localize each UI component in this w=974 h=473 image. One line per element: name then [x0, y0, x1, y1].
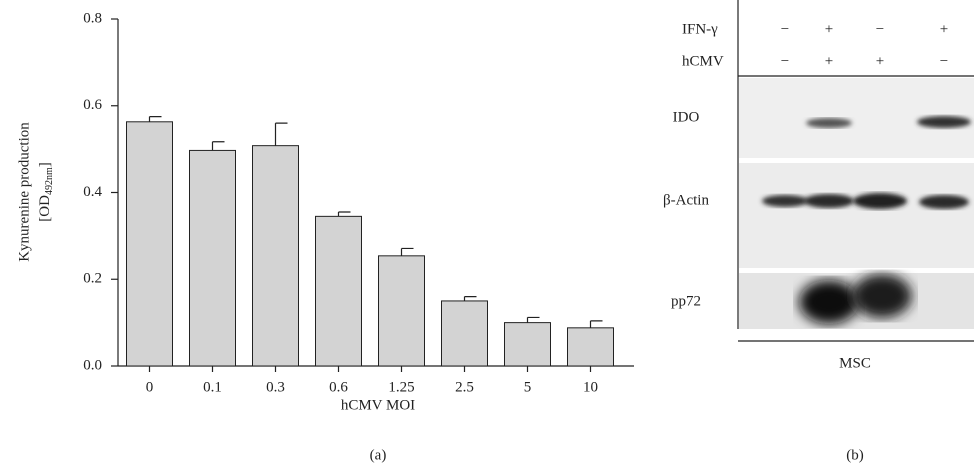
x-tick-label: 10: [583, 379, 598, 395]
error-bar: [211, 141, 225, 151]
y-tick-label: 0.6: [83, 97, 102, 113]
blot-panel: [739, 163, 974, 268]
lane-sign: −: [940, 53, 948, 69]
bar: [189, 149, 236, 367]
unit-part: [OD: [37, 195, 53, 222]
band: [853, 193, 907, 209]
bar: [252, 145, 299, 367]
x-axis-label: hCMV MOI: [341, 397, 415, 413]
x-tick-label: 5: [524, 379, 532, 395]
lane-sign: +: [825, 53, 833, 69]
row-label: IDO: [673, 109, 700, 125]
band: [799, 280, 859, 324]
y-axis-label: Kynurenine production: [16, 122, 32, 262]
y-tick-label: 0.8: [83, 10, 102, 26]
error-bar: [526, 316, 540, 323]
error-bar: [589, 320, 603, 328]
band: [917, 116, 971, 128]
condition-label: hCMV: [682, 53, 724, 69]
x-tick-label: 0.3: [266, 379, 285, 395]
bar: [504, 322, 551, 367]
y-tick-label: 0.0: [83, 357, 102, 373]
lane-sign: −: [781, 21, 789, 37]
band: [804, 194, 854, 208]
bar: [378, 255, 425, 367]
y-tick-label: 0.4: [83, 184, 102, 200]
band: [806, 118, 852, 128]
band: [852, 274, 912, 318]
error-bar: [148, 115, 162, 122]
row-label: β-Actin: [663, 192, 709, 208]
panel-label: (b): [846, 447, 864, 463]
x-tick-label: 0.6: [329, 379, 348, 395]
band: [762, 195, 808, 207]
x-tick-label: 2.5: [455, 379, 474, 395]
x-tick-label: 0: [146, 379, 154, 395]
unit-subscript: 492nm: [44, 167, 55, 195]
lane-sign: −: [781, 53, 789, 69]
error-bar: [274, 122, 288, 146]
lane-sign: +: [876, 53, 884, 69]
lane-sign: +: [825, 21, 833, 37]
row-label: pp72: [671, 293, 701, 309]
bar: [315, 215, 362, 367]
error-bar: [463, 296, 477, 301]
panel-label: (a): [370, 447, 387, 463]
lane-sign: −: [876, 21, 884, 37]
bar: [567, 327, 614, 367]
blot: MSC: [737, 0, 974, 371]
unit-part: ]: [37, 162, 53, 167]
y-tick-label: 0.2: [83, 271, 102, 287]
bar: [441, 300, 488, 367]
cell-label: MSC: [839, 355, 871, 371]
y-axis-unit: [OD492nm]: [37, 162, 55, 221]
x-tick-label: 0.1: [203, 379, 222, 395]
bar: [126, 121, 173, 367]
error-bar: [337, 211, 351, 217]
x-tick-label: 1.25: [388, 379, 414, 395]
condition-label: IFN-γ: [682, 21, 718, 37]
error-bar: [400, 247, 414, 256]
lane-sign: +: [940, 21, 948, 37]
band: [919, 195, 969, 209]
